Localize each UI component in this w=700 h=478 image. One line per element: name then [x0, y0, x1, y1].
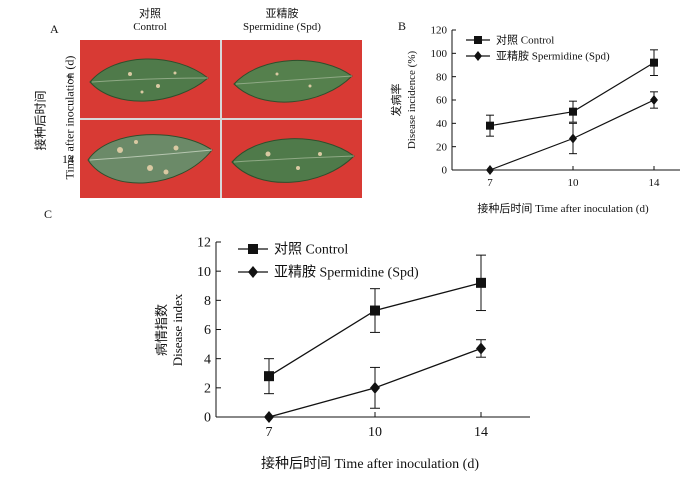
x-tick-label: 7 — [487, 177, 493, 189]
panel-b-letter: B — [398, 19, 406, 33]
photo-spd-day14 — [222, 120, 362, 198]
y-tick-label: 6 — [204, 323, 211, 338]
legend-marker-spd — [474, 51, 482, 61]
photo-control-day7 — [80, 40, 220, 118]
y-tick-label: 60 — [436, 95, 448, 107]
legend-label-control: 对照 Control — [274, 242, 348, 258]
data-point-spd — [650, 95, 658, 105]
control-column-header: 对照 Control — [100, 8, 200, 34]
chart-b-ylabel-zh: 发病率 — [389, 84, 403, 117]
data-point-spd — [370, 381, 380, 394]
chart-c-ylabel-en: Disease index — [170, 293, 185, 366]
leaf-image-spd-day14 — [231, 138, 355, 183]
panel-a-letter: A — [50, 22, 59, 36]
chart-c-xlabel: 接种后时间 Time after inoculation (d) — [261, 455, 479, 472]
leaf-image-spd-day7 — [233, 60, 353, 103]
legend-marker-spd — [248, 266, 258, 278]
y-tick-label: 10 — [197, 265, 211, 280]
data-point-control — [264, 371, 274, 382]
spd-header-zh: 亚精胺 — [265, 8, 299, 20]
data-point-spd — [264, 411, 274, 423]
y-tick-label: 40 — [436, 118, 448, 130]
data-point-spd — [486, 165, 494, 175]
leaf-image-control-day7 — [89, 58, 209, 102]
data-point-control — [370, 305, 380, 316]
row-label-day-7: 7 — [66, 72, 72, 86]
data-point-spd — [476, 342, 486, 355]
y-tick-label: 120 — [431, 25, 448, 37]
y-tick-label: 2 — [204, 382, 211, 397]
y-tick-label: 8 — [204, 294, 211, 309]
spd-header-en: Spermidine (Spd) — [243, 21, 321, 33]
photo-control-day14 — [80, 120, 220, 198]
chart-b-xlabel: 接种后时间 Time after inoculation (d) — [477, 201, 649, 215]
x-tick-label: 10 — [368, 425, 382, 440]
x-tick-label: 7 — [266, 425, 273, 440]
legend-marker-control — [248, 244, 258, 254]
x-tick-label: 14 — [649, 177, 661, 189]
spd-column-header: 亚精胺 Spermidine (Spd) — [222, 8, 342, 34]
control-header-en: Control — [133, 21, 167, 33]
legend-label-spd: 亚精胺 Spermidine (Spd) — [274, 265, 419, 281]
data-point-control — [569, 107, 577, 116]
data-point-control — [476, 277, 486, 288]
y-tick-label: 0 — [442, 165, 448, 177]
legend-marker-control — [474, 36, 482, 44]
row-label-day-14: 14 — [62, 152, 74, 166]
control-header-zh: 对照 — [139, 8, 161, 20]
legend-label-spd: 亚精胺 Spermidine (Spd) — [496, 49, 610, 63]
data-point-spd — [569, 133, 577, 144]
photo-spd-day7 — [222, 40, 362, 118]
legend-label-control: 对照 Control — [496, 33, 554, 47]
panel-c-letter: C — [44, 207, 52, 221]
y-tick-label: 20 — [436, 141, 448, 153]
x-tick-label: 10 — [568, 177, 580, 189]
x-tick-label: 14 — [474, 425, 488, 440]
chart-b-ylabel-en: Disease incidence (%) — [406, 50, 418, 149]
y-tick-label: 4 — [204, 352, 211, 367]
chart-c-ylabel-zh: 病情指数 — [154, 304, 169, 356]
leaf-image-control-day14 — [87, 134, 213, 184]
y-tick-label: 80 — [436, 71, 448, 83]
y-tick-label: 0 — [204, 411, 211, 426]
data-point-control — [650, 58, 658, 67]
leaf-photo-grid — [80, 40, 362, 198]
y-tick-label: 12 — [197, 236, 211, 251]
data-point-control — [486, 121, 494, 130]
y-tick-label: 100 — [431, 48, 448, 60]
